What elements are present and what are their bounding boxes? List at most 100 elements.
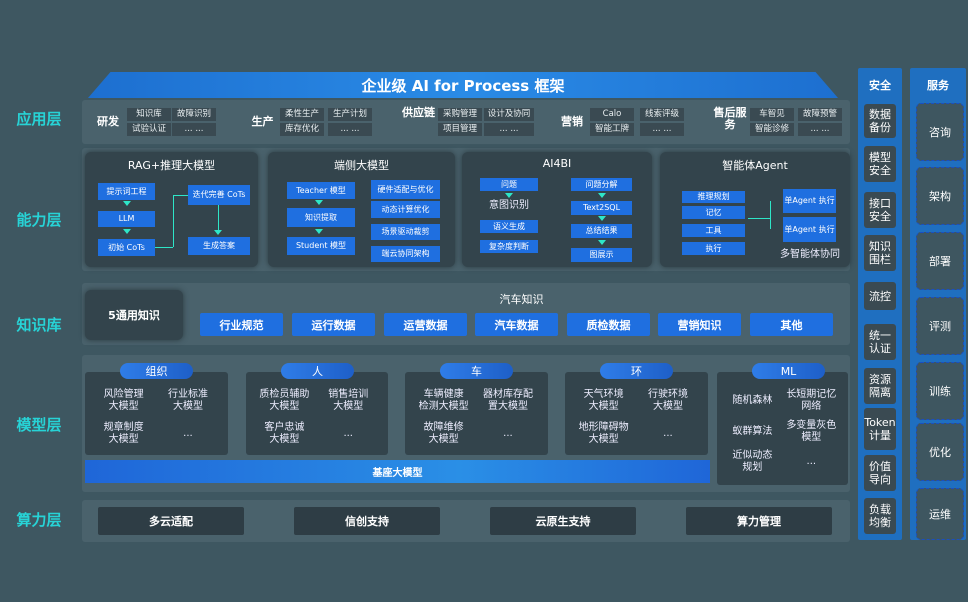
service-item[interactable]: 训练 bbox=[916, 362, 964, 420]
arrow-down-icon bbox=[598, 216, 606, 221]
capability-item: 单Agent 执行 bbox=[783, 189, 836, 213]
app-item: 项目管理 bbox=[438, 123, 482, 136]
capability-title: 智能体Agent bbox=[722, 159, 788, 172]
service-item[interactable]: 运维 bbox=[916, 488, 964, 540]
connector-line bbox=[770, 201, 771, 229]
compute-item: 云原生支持 bbox=[490, 507, 636, 535]
model-item: 长短期记忆 网络 bbox=[786, 389, 837, 412]
model-item: 车辆健康 检测大模型 bbox=[418, 389, 469, 412]
security-item: 流控 bbox=[864, 282, 896, 310]
app-group-label: 营销 bbox=[561, 115, 583, 128]
security-item: 接口 安全 bbox=[864, 192, 896, 228]
arrow-down-icon bbox=[123, 229, 131, 234]
app-item: ... ... bbox=[640, 123, 684, 136]
security-item: 数据 备份 bbox=[864, 104, 896, 138]
app-item: 库存优化 bbox=[280, 123, 324, 136]
knowledge-item: 行业规范 bbox=[200, 313, 283, 336]
model-item: 随机森林 bbox=[732, 395, 773, 406]
app-item: 故障识别 bbox=[172, 108, 216, 121]
knowledge-item: 其他 bbox=[750, 313, 833, 336]
security-item: 模型 安全 bbox=[864, 146, 896, 182]
model-item: 销售培训 大模型 bbox=[328, 389, 369, 412]
model-item: ... bbox=[343, 428, 353, 439]
capability-item: 问题分解 bbox=[571, 178, 632, 191]
model-item: 近似动态 规划 bbox=[732, 450, 773, 473]
knowledge-item: 汽车数据 bbox=[475, 313, 558, 336]
capability-title: 端侧大模型 bbox=[334, 159, 389, 172]
capability-item: 复杂度判断 bbox=[480, 240, 538, 253]
app-item: 线索评级 bbox=[640, 108, 684, 121]
agent-caption: 多智能体协同 bbox=[780, 249, 840, 260]
app-item: ... ... bbox=[484, 123, 534, 136]
model-item: 行业标准 大模型 bbox=[167, 389, 208, 412]
layer-label: 模型层 bbox=[16, 416, 62, 434]
layer-label: 应用层 bbox=[16, 110, 62, 128]
model-item: 地形障碍物 大模型 bbox=[578, 422, 629, 445]
compute-item: 多云适配 bbox=[98, 507, 244, 535]
capability-item: 语义生成 bbox=[480, 220, 538, 233]
framework-title: 企业级 AI for Process 框架 bbox=[88, 72, 838, 98]
model-category-pill: 组织 bbox=[120, 363, 193, 379]
model-category-pill: 环 bbox=[600, 363, 673, 379]
security-item: 统一 认证 bbox=[864, 324, 896, 360]
arrow-down-icon bbox=[214, 230, 222, 235]
security-item: 资源 隔离 bbox=[864, 368, 896, 404]
app-item: 故障预警 bbox=[798, 108, 842, 121]
app-item: 试验认证 bbox=[127, 123, 171, 136]
security-title: 安全 bbox=[869, 79, 891, 92]
base-model-bar: 基座大模型 bbox=[85, 460, 710, 483]
app-group-label: 售后服务 bbox=[713, 106, 747, 131]
capability-title: RAG+推理大模型 bbox=[127, 159, 216, 172]
security-item: 知识 围栏 bbox=[864, 235, 896, 271]
capability-title: AI4BI bbox=[542, 157, 572, 170]
arrow-down-icon bbox=[315, 229, 323, 234]
app-item: 车智见 bbox=[750, 108, 794, 121]
app-group-label: 供应链 bbox=[402, 106, 435, 119]
service-item[interactable]: 优化 bbox=[916, 423, 964, 481]
model-item: 多变量灰色 模型 bbox=[786, 420, 837, 443]
knowledge-item: 运营数据 bbox=[384, 313, 467, 336]
knowledge-item: 营销知识 bbox=[658, 313, 741, 336]
layer-label: 算力层 bbox=[16, 511, 62, 529]
knowledge-item: 质检数据 bbox=[567, 313, 650, 336]
app-item: 知识库 bbox=[127, 108, 171, 121]
security-item: 价值 导向 bbox=[864, 455, 896, 491]
app-item: 智能工牌 bbox=[590, 123, 634, 136]
capability-item: 图展示 bbox=[571, 248, 632, 262]
service-item[interactable]: 咨询 bbox=[916, 103, 964, 161]
connector-line bbox=[748, 218, 770, 219]
app-item: 设计及协同 bbox=[484, 108, 534, 121]
model-category-pill: ML bbox=[752, 363, 825, 379]
connector-line bbox=[155, 247, 173, 248]
auto-knowledge-title: 汽车知识 bbox=[499, 293, 544, 306]
model-item: 蚁群算法 bbox=[732, 426, 773, 437]
capability-item: 硬件适配与优化 bbox=[371, 180, 440, 199]
app-item: 智能诊修 bbox=[750, 123, 794, 136]
service-item[interactable]: 部署 bbox=[916, 232, 964, 290]
connector-line bbox=[218, 205, 219, 230]
capability-item: 单Agent 执行 bbox=[783, 217, 836, 242]
connector-line bbox=[173, 195, 188, 196]
layer-band bbox=[82, 100, 850, 144]
knowledge-item: 运行数据 bbox=[292, 313, 375, 336]
model-card bbox=[85, 372, 228, 455]
capability-item: 总结结果 bbox=[571, 224, 632, 238]
capability-item: 初始 CoTs bbox=[98, 239, 155, 256]
compute-item: 信创支持 bbox=[294, 507, 440, 535]
capability-item: 工具 bbox=[682, 224, 745, 237]
layer-label: 知识库 bbox=[16, 316, 62, 334]
capability-item: Text2SQL bbox=[571, 201, 632, 215]
general-knowledge: 5通用知识 bbox=[85, 290, 183, 340]
security-item: Token 计量 bbox=[864, 408, 896, 450]
model-item: 规章制度 大模型 bbox=[103, 422, 144, 445]
service-item[interactable]: 架构 bbox=[916, 167, 964, 225]
service-item[interactable]: 评测 bbox=[916, 297, 964, 355]
model-item: 质检员辅助 大模型 bbox=[259, 389, 310, 412]
model-item: 天气环境 大模型 bbox=[583, 389, 624, 412]
model-item: 风险管理 大模型 bbox=[103, 389, 144, 412]
capability-item: 问题 bbox=[480, 178, 538, 191]
service-title: 服务 bbox=[927, 79, 949, 92]
model-item: ... bbox=[183, 428, 193, 439]
capability-item: 提示词工程 bbox=[98, 183, 155, 200]
model-item: 客户忠诚 大模型 bbox=[264, 422, 305, 445]
